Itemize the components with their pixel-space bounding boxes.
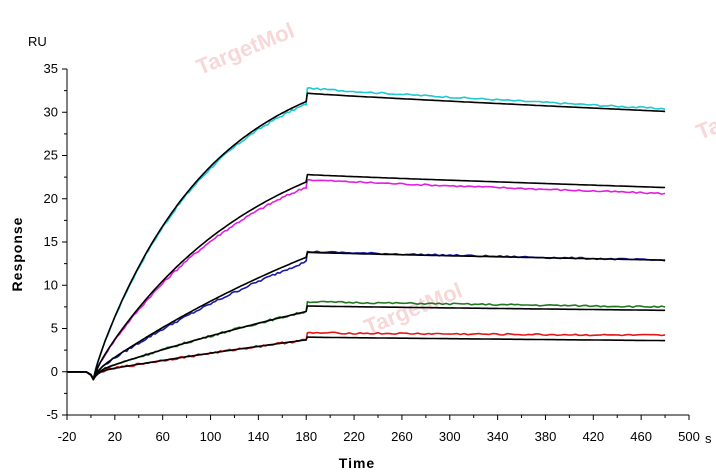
x-tick-label: 460 (630, 429, 652, 444)
x-tick-label: 260 (391, 429, 413, 444)
x-axis-title: Time (339, 455, 375, 471)
fit-curve (67, 173, 666, 381)
x-tick-label: 100 (200, 429, 222, 444)
x-tick-label: 180 (295, 429, 317, 444)
watermark-text: TargetMol (693, 83, 716, 145)
x-tick-label: 380 (535, 429, 557, 444)
fit-curve (67, 92, 666, 381)
series-group (67, 87, 666, 381)
fit-curve (67, 336, 666, 381)
axes-group: -5 0 5 10 15 20 25 30 35 -20 20 60 100 140 180 220 260 30… (44, 61, 700, 444)
y-tick-label: 15 (44, 234, 58, 249)
y-axis-title: Response (9, 217, 25, 292)
watermark-group: TargetMol TargetMol TargetMol (193, 18, 716, 340)
x-tick-label: 140 (248, 429, 270, 444)
y-tick-label: -5 (46, 407, 58, 422)
fit-curve (67, 251, 666, 381)
y-tick-label: 30 (44, 104, 58, 119)
x-tick-label: 300 (439, 429, 461, 444)
y-tick-label: 10 (44, 277, 58, 292)
y-tick-label: 5 (51, 321, 58, 336)
response-curve-magenta (67, 178, 666, 380)
x-tick-label: 500 (678, 429, 700, 444)
x-tick-label: -20 (58, 429, 77, 444)
x-tick-label: 340 (487, 429, 509, 444)
watermark-text: TargetMol (193, 18, 298, 80)
y-tick-label: 0 (51, 364, 58, 379)
x-tick-label: 20 (108, 429, 122, 444)
x-tick-label: 60 (155, 429, 169, 444)
fit-curve (67, 305, 666, 381)
y-unit-label: RU (28, 34, 47, 49)
y-tick-label: 20 (44, 191, 58, 206)
y-tick-label: 25 (44, 148, 58, 163)
y-tick-label: 35 (44, 61, 58, 76)
x-tick-label: 220 (343, 429, 365, 444)
x-unit-label: s (705, 431, 712, 446)
x-tick-label: 420 (582, 429, 604, 444)
